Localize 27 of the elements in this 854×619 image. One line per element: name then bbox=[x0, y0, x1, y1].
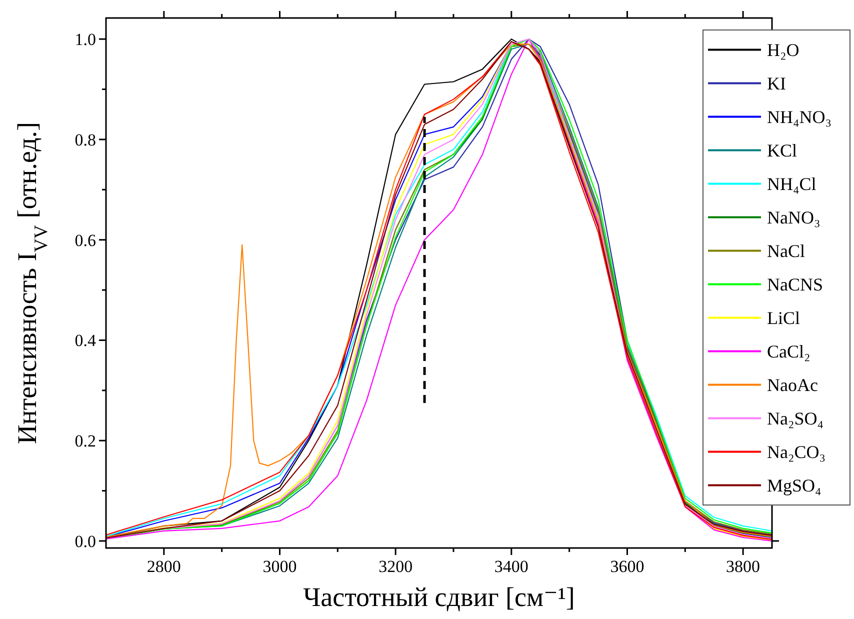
y-tick-label: 0.8 bbox=[74, 130, 96, 150]
x-tick-label: 3000 bbox=[262, 557, 297, 576]
y-tick-label: 0.6 bbox=[74, 230, 96, 250]
legend-label: NH₄NO₃ bbox=[767, 106, 832, 127]
legend-label: Na₂CO₃ bbox=[767, 442, 826, 462]
x-tick-label: 2800 bbox=[146, 557, 181, 576]
legend-label: MgSO₄ bbox=[767, 475, 822, 496]
y-tick-label: 0.4 bbox=[74, 331, 96, 350]
x-tick-label: 3200 bbox=[378, 557, 413, 576]
legend-label: Na₂SO₄ bbox=[767, 408, 824, 428]
legend-label: CaCl₂ bbox=[767, 341, 810, 362]
legend-label: KI bbox=[767, 73, 786, 94]
x-tick-label: 3800 bbox=[726, 557, 760, 576]
legend-label: NH₄Cl bbox=[767, 174, 816, 194]
x-tick-label: 3400 bbox=[494, 557, 528, 576]
y-tick-label: 0.2 bbox=[74, 432, 96, 451]
y-tick-label: 0.0 bbox=[74, 532, 96, 551]
legend-label: NaoAc bbox=[767, 374, 818, 395]
legend-label: NaNO₃ bbox=[767, 207, 820, 228]
x-axis-title: Частотный сдвиг [см⁻¹] bbox=[303, 582, 575, 612]
legend-label: H₂O bbox=[767, 40, 800, 60]
x-tick-label: 3600 bbox=[610, 557, 644, 576]
legend-label: NaCl bbox=[767, 240, 805, 261]
legend-label: LiCl bbox=[767, 308, 800, 328]
legend-label: KCl bbox=[767, 140, 798, 160]
y-tick-label: 1.0 bbox=[74, 30, 96, 50]
legend-label: NaCNS bbox=[767, 274, 824, 294]
